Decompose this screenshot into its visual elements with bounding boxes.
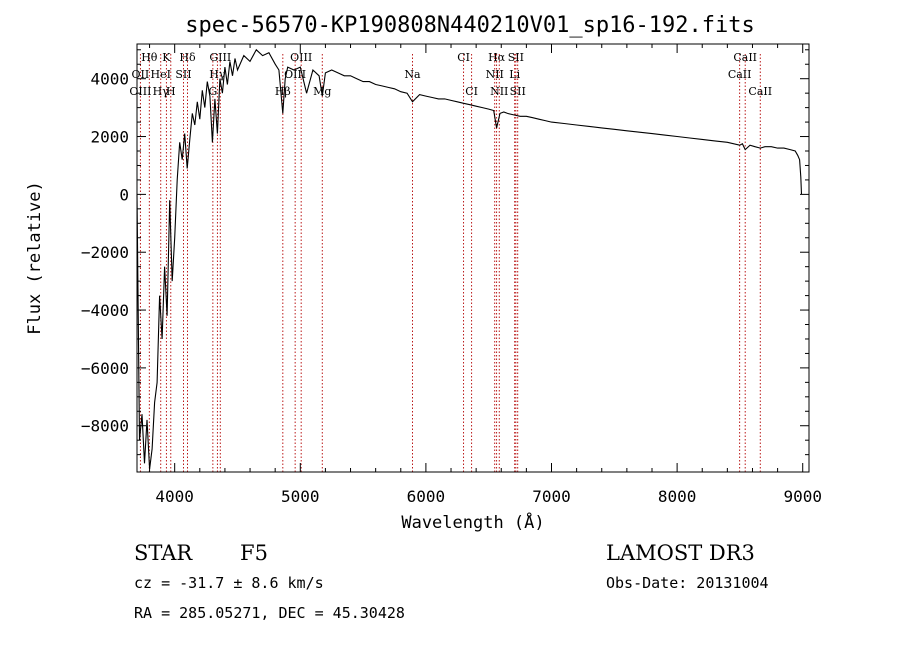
- line-label: GIII: [209, 51, 231, 64]
- y-axis-ticks: −8000 −6000 −4000 −2000 0 2000 4000: [81, 49, 809, 456]
- y-tick-label: −4000: [81, 301, 129, 320]
- y-tick-label: 2000: [90, 128, 129, 147]
- line-label: SII: [510, 85, 526, 98]
- x-axis-ticks: 4000 5000 6000 7000 8000 9000: [149, 44, 822, 506]
- line-label: Mg: [313, 85, 331, 98]
- y-tick-label: −6000: [81, 359, 129, 378]
- line-label: NII: [486, 68, 504, 81]
- redshift-text: cz = -31.7 ± 8.6 km/s: [134, 574, 324, 592]
- y-tick-label: −8000: [81, 417, 129, 436]
- y-axis-label: Flux (relative): [25, 181, 45, 335]
- obs-date-text: Obs-Date: 20131004: [606, 574, 769, 592]
- coordinates-text: RA = 285.05271, DEC = 45.30428: [134, 604, 405, 622]
- line-label: CaII: [733, 51, 757, 64]
- line-label: OII: [132, 68, 150, 81]
- spectrum-line: [136, 48, 803, 470]
- x-tick-label: 4000: [155, 487, 194, 506]
- y-tick-label: 0: [119, 185, 129, 204]
- line-label: OIII: [284, 68, 306, 81]
- line-label: Hα: [488, 51, 506, 64]
- line-label: K: [162, 51, 171, 64]
- object-class: STAR: [134, 541, 193, 565]
- line-label: Li: [509, 68, 520, 81]
- object-subclass: F5: [240, 541, 268, 565]
- line-label: Hγ: [209, 68, 226, 81]
- emission-line-labels: Hθ OII OIII K HeI Hγ Hδ SII H GIII Hγ G OIII OIII Hβ Mg…: [129, 51, 772, 98]
- line-label: OIII: [129, 85, 151, 98]
- line-label: CI: [465, 85, 478, 98]
- x-tick-label: 5000: [281, 487, 320, 506]
- y-tick-label: −2000: [81, 243, 129, 262]
- x-tick-label: 6000: [407, 487, 446, 506]
- x-tick-label: 9000: [783, 487, 822, 506]
- line-label: Na: [404, 68, 421, 81]
- line-label: NII: [490, 85, 508, 98]
- line-label: HeI: [151, 68, 171, 81]
- survey-name: LAMOST DR3: [606, 541, 755, 565]
- line-label: CaII: [728, 68, 752, 81]
- chart-title: spec-56570-KP190808N440210V01_sp16-192.f…: [185, 13, 755, 38]
- line-label: Hγ: [153, 85, 170, 98]
- line-label: Hβ: [275, 85, 291, 98]
- line-label: G: [208, 85, 217, 98]
- line-label: SII: [508, 51, 524, 64]
- plot-frame: [136, 43, 810, 473]
- line-label: CI: [457, 51, 470, 64]
- emission-line-markers: [139, 54, 761, 472]
- x-axis-label: Wavelength (Å): [401, 511, 544, 533]
- x-tick-label: 7000: [532, 487, 571, 506]
- line-label: H: [166, 85, 176, 98]
- line-label: Hθ: [141, 51, 158, 64]
- y-tick-label: 4000: [90, 70, 129, 89]
- line-label: CaII: [748, 85, 772, 98]
- x-tick-label: 8000: [658, 487, 697, 506]
- line-label: SII: [175, 68, 191, 81]
- line-label: Hδ: [179, 51, 196, 64]
- line-label: OIII: [290, 51, 312, 64]
